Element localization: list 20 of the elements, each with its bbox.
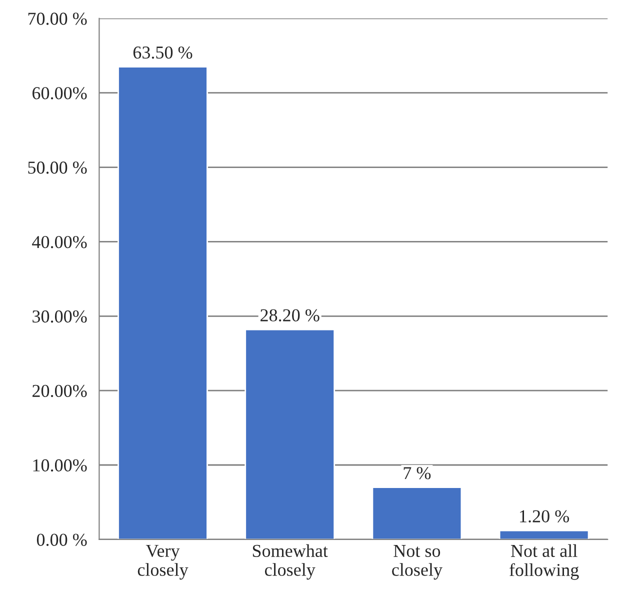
bar [498, 530, 590, 540]
x-tick-label: Not at all following [510, 544, 579, 580]
data-label: 1.20 % [520, 510, 570, 522]
bar [118, 66, 208, 540]
data-label: 7 % [404, 467, 431, 480]
y-tick-label: 50.00 % [28, 162, 87, 174]
x-tick-label: Very closely [138, 544, 188, 580]
bar [244, 328, 336, 540]
y-tick-label: 60.00% [32, 87, 87, 100]
y-tick-label: 20.00% [32, 384, 87, 398]
bar [372, 486, 462, 540]
y-tick-label: 70.00 % [28, 12, 87, 25]
x-tick-label: Not so closely [392, 545, 442, 580]
y-tick-label: 10.00% [33, 459, 87, 472]
y-tick-label: 30.00% [32, 310, 87, 323]
x-tick-label: Somewhat closely [252, 544, 328, 580]
data-label: 63.50 % [133, 46, 192, 59]
y-tick-label: 0.00 % [36, 534, 87, 546]
data-label: 28.20 % [260, 309, 320, 322]
y-tick-label: 40.00% [32, 236, 87, 248]
